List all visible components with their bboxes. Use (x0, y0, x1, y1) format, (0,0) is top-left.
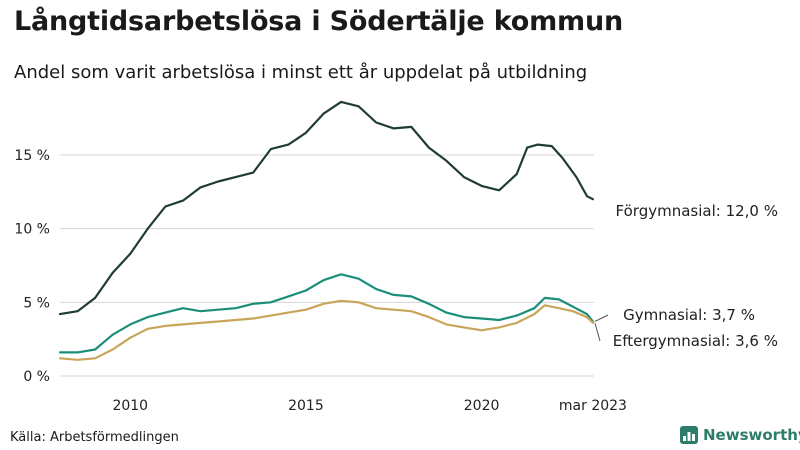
series-lines (58, 100, 595, 361)
chart-title: Långtidsarbetslösa i Södertälje kommun (14, 6, 624, 37)
leader-line-gymnasial (594, 314, 609, 322)
series-line-gymnasial (58, 273, 595, 354)
y-tick-label-3: 15 % (14, 148, 50, 164)
y-tick-label-1: 5 % (23, 295, 50, 311)
y-axis-ticks: 0 % 5 % 10 % 15 % (14, 148, 50, 385)
newsworthy-logo[interactable]: Newsworthy (680, 426, 800, 444)
gridlines (60, 154, 594, 377)
series-line-forgymnasial (58, 100, 595, 316)
y-tick-label-0: 0 % (23, 369, 50, 385)
x-tick-label-3: mar 2023 (559, 398, 627, 414)
chart-logo-icon (680, 426, 698, 444)
series-end-labels: Förgymnasial: 12,0 % Gymnasial: 3,7 % Efte… (594, 202, 778, 350)
leader-line-eftergymnasial (594, 322, 601, 342)
chart-subtitle: Andel som varit arbetslösa i minst ett å… (14, 62, 588, 83)
series-label-forgymnasial: Förgymnasial: 12,0 % (616, 202, 778, 220)
x-tick-label-0: 2010 (112, 398, 148, 414)
x-tick-label-2: 2020 (464, 398, 500, 414)
y-tick-label-2: 10 % (14, 222, 50, 238)
series-label-gymnasial: Gymnasial: 3,7 % (623, 306, 755, 324)
x-tick-label-1: 2015 (288, 398, 324, 414)
series-line-eftergymnasial (58, 299, 595, 361)
source-note: Källa: Arbetsförmedlingen (10, 430, 179, 445)
x-axis-ticks: 2010 2015 2020 mar 2023 (112, 398, 627, 414)
logo-text: Newsworthy (703, 426, 800, 444)
series-label-eftergymnasial: Eftergymnasial: 3,6 % (613, 332, 778, 350)
